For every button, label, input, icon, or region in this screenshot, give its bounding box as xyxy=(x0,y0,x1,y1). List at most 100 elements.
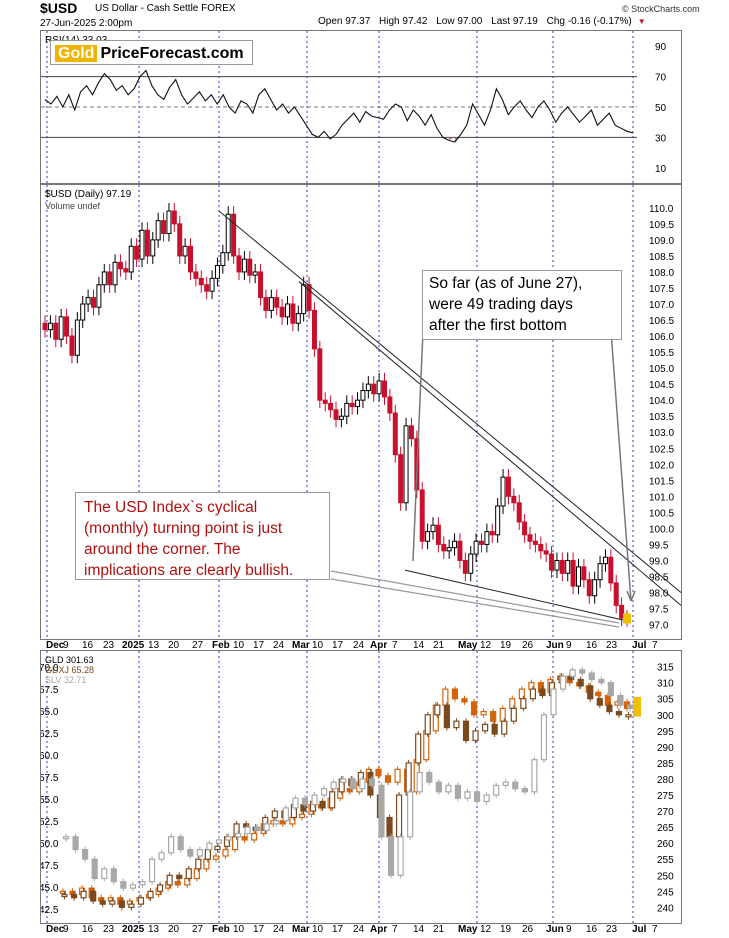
price-candle xyxy=(479,540,484,545)
gld-series-candle xyxy=(480,710,487,716)
change-down-icon: ▼ xyxy=(637,17,646,26)
source-credit: © StockCharts.com xyxy=(622,4,700,14)
gld-series-candle xyxy=(174,881,181,886)
slv-series-candle xyxy=(454,784,462,799)
x-tick-label: Jun xyxy=(546,924,564,935)
gdxj-series-candle xyxy=(329,791,336,809)
slv-series-candle xyxy=(378,784,385,838)
rsi-chart: 9070503010RSI(14) 33.03 xyxy=(41,31,667,183)
metals-left-tick-label: 47.5 xyxy=(41,861,59,872)
price-candle xyxy=(538,543,544,552)
price-candle xyxy=(214,265,220,279)
price-candle xyxy=(489,531,495,536)
gdxj-series-candle xyxy=(529,688,537,700)
metals-right-tick-label: 270 xyxy=(657,807,674,818)
metals-right-tick-label: 315 xyxy=(657,663,674,674)
price-candle xyxy=(387,396,393,414)
gld-series-candle xyxy=(212,855,220,860)
price-candle xyxy=(69,335,75,356)
metals-left-tick-label: 65.0 xyxy=(41,707,59,718)
x-tick-label: 10 xyxy=(312,924,324,935)
slv-series-candle xyxy=(196,848,203,857)
metals-legend-item: GLD 301.63 xyxy=(45,655,94,665)
price-candle xyxy=(193,271,199,279)
price-tick-label: 109.5 xyxy=(649,220,674,231)
metals-left-tick-label: 42.5 xyxy=(41,905,59,916)
x-tick-label: 20 xyxy=(168,924,180,935)
metals-right-tick-label: 295 xyxy=(657,727,674,738)
chart-instrument-name: US Dollar - Cash Settle FOREX xyxy=(95,3,236,14)
price-tick-label: 108.0 xyxy=(649,268,674,279)
price-candle xyxy=(505,476,511,497)
price-candle xyxy=(365,383,371,392)
price-tick-label: 103.5 xyxy=(649,412,674,423)
gld-series-candle xyxy=(384,775,392,783)
metals-right-tick-label: 250 xyxy=(657,871,674,882)
price-candle xyxy=(91,297,96,308)
last-price-marker xyxy=(633,706,641,717)
x-tick-label: 13 xyxy=(148,924,160,935)
slv-series-candle xyxy=(502,781,509,786)
price-candle xyxy=(182,245,188,257)
slv-series-candle xyxy=(445,784,452,793)
slv-series-candle xyxy=(177,836,184,851)
slv-series-candle xyxy=(282,807,289,822)
price-candle xyxy=(371,383,377,395)
gld-series-candle xyxy=(298,813,306,819)
price-candle xyxy=(101,271,107,286)
gdxj-series-candle xyxy=(109,900,116,905)
metals-right-tick-label: 260 xyxy=(657,839,674,850)
price-tick-label: 102.5 xyxy=(649,444,674,455)
price-candle xyxy=(263,297,269,311)
price-candle xyxy=(209,277,215,292)
gld-series-candle xyxy=(251,832,258,841)
gld-series-candle xyxy=(595,691,602,697)
x-tick-label: 23 xyxy=(103,924,115,935)
price-candle xyxy=(360,390,366,401)
price-candle xyxy=(258,271,264,299)
price-candle xyxy=(457,540,463,561)
brand-logo[interactable]: Gold PriceForecast.com xyxy=(50,40,253,65)
price-tick-label: 98.5 xyxy=(649,573,669,584)
price-tick-label: 99.0 xyxy=(649,556,669,567)
price-candle xyxy=(425,531,431,542)
gdxj-series-candle xyxy=(472,730,479,742)
metals-legend-item: SLV 32.71 xyxy=(45,675,86,685)
low-value: Low 97.00 xyxy=(436,16,483,27)
x-tick-label: 9 xyxy=(63,924,69,935)
logo-rest-text: PriceForecast.com xyxy=(100,45,244,62)
cyclical-turning-point-annotation: The USD Index`s cyclical (monthly) turni… xyxy=(75,492,330,580)
x-tick-label: 7 xyxy=(652,924,658,935)
slv-series-candle xyxy=(359,778,366,790)
price-legend: $USD (Daily) 97.19 xyxy=(45,189,132,200)
ohlc-readout: Open 97.37 High 97.42 Low 97.00 Last 97.… xyxy=(318,16,652,27)
gdxj-series-candle xyxy=(482,723,489,732)
x-tick-label: 26 xyxy=(522,924,534,935)
gdxj-series-candle xyxy=(615,710,623,716)
slv-series-candle xyxy=(368,778,375,786)
price-candle xyxy=(188,245,193,273)
slv-series-candle xyxy=(311,794,318,806)
price-candle xyxy=(570,559,576,587)
rsi-tick-label: 90 xyxy=(655,42,667,53)
slv-series-candle xyxy=(321,788,328,796)
slv-series-candle xyxy=(349,778,356,790)
slv-series-candle xyxy=(215,839,223,844)
slv-series-candle xyxy=(110,868,117,883)
annotation-line: were 49 trading days xyxy=(429,296,573,313)
gdxj-series-candle xyxy=(587,685,594,700)
price-candle xyxy=(328,402,334,411)
slv-series-candle xyxy=(206,842,213,851)
slv-series-candle xyxy=(512,781,519,790)
price-candle xyxy=(462,559,468,574)
volume-legend: Volume undef xyxy=(45,201,101,211)
price-candle xyxy=(285,303,290,318)
slv-series-candle xyxy=(387,836,395,876)
price-candle xyxy=(171,210,177,225)
gdxj-series-candle xyxy=(625,714,632,718)
annotation-pointer xyxy=(412,330,636,602)
change-value: Chg -0.16 (-0.17%) xyxy=(546,16,632,27)
annotation-line: So far (as of June 27), xyxy=(429,275,583,292)
price-tick-label: 100.0 xyxy=(649,524,674,535)
gdxj-series-candle xyxy=(195,858,202,870)
